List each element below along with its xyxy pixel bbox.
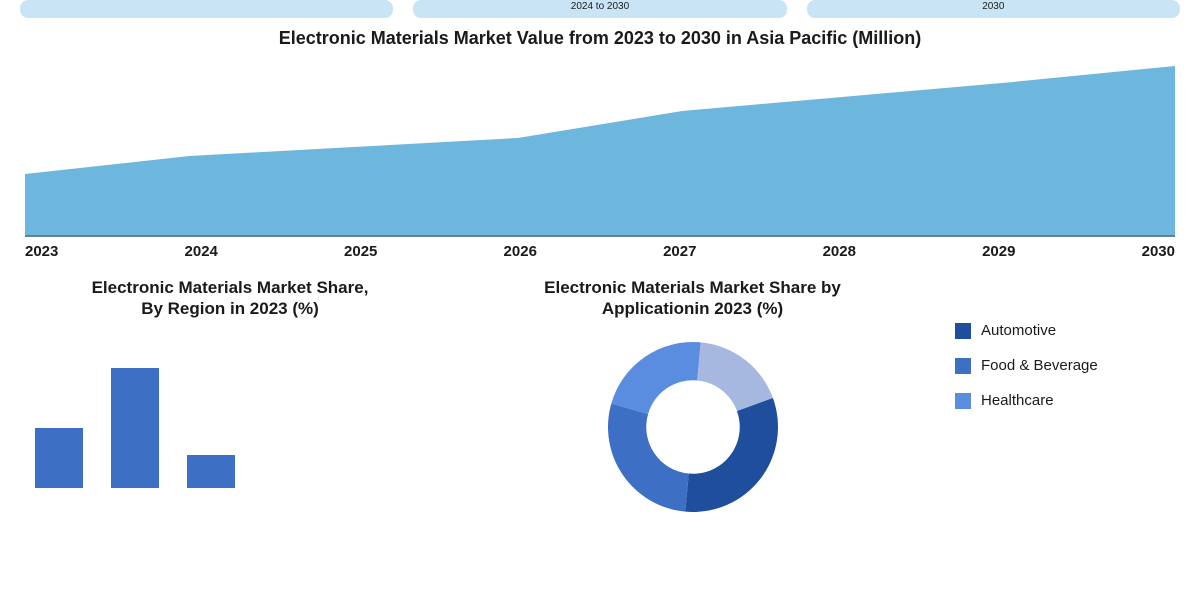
- legend-item: Automotive: [955, 322, 1175, 339]
- area-chart-svg: [25, 57, 1175, 237]
- legend-swatch: [955, 393, 971, 409]
- legend-swatch: [955, 358, 971, 374]
- bar-chart-title: Electronic Materials Market Share, By Re…: [25, 277, 435, 320]
- area-x-labels: 2023 2024 2025 2026 2027 2028 2029 2030: [25, 237, 1175, 260]
- pill-2-text: 2024 to 2030: [571, 1, 629, 12]
- area-x-label: 2025: [344, 243, 377, 260]
- donut-chart-section: Electronic Materials Market Share by App…: [445, 277, 1175, 512]
- area-chart: 2023 2024 2025 2026 2027 2028 2029 2030: [25, 57, 1175, 267]
- pill-1: [20, 0, 393, 18]
- donut-slice: [685, 397, 778, 511]
- bar-chart: [25, 338, 435, 488]
- area-fill: [25, 66, 1175, 237]
- area-x-label: 2023: [25, 243, 58, 260]
- bar: [111, 368, 159, 488]
- donut-title-line2: Applicationin 2023 (%): [602, 299, 783, 318]
- area-x-label: 2024: [185, 243, 218, 260]
- donut-chart: [583, 332, 803, 512]
- legend-label: Food & Beverage: [981, 357, 1098, 374]
- legend-item: Healthcare: [955, 392, 1175, 409]
- bar-title-line1: Electronic Materials Market Share,: [92, 278, 369, 297]
- pill-3: 2030: [807, 0, 1180, 18]
- area-x-label: 2027: [663, 243, 696, 260]
- pill-2: 2024 to 2030: [413, 0, 786, 18]
- bar-chart-section: Electronic Materials Market Share, By Re…: [25, 277, 435, 512]
- legend-item: Food & Beverage: [955, 357, 1175, 374]
- area-x-label: 2026: [504, 243, 537, 260]
- area-x-label: 2028: [823, 243, 856, 260]
- area-chart-title: Electronic Materials Market Value from 2…: [25, 28, 1175, 49]
- bar: [35, 428, 83, 488]
- bottom-row: Electronic Materials Market Share, By Re…: [0, 267, 1200, 512]
- area-x-label: 2030: [1142, 243, 1175, 260]
- donut-slice: [611, 342, 700, 414]
- area-chart-section: Electronic Materials Market Value from 2…: [0, 18, 1200, 267]
- legend-label: Automotive: [981, 322, 1056, 339]
- area-x-label: 2029: [982, 243, 1015, 260]
- bar-title-line2: By Region in 2023 (%): [141, 299, 319, 318]
- legend-swatch: [955, 323, 971, 339]
- donut-slice: [608, 403, 689, 511]
- top-pill-row: 2024 to 2030 2030: [0, 0, 1200, 18]
- bar: [187, 455, 235, 488]
- donut-legend: Automotive Food & Beverage Healthcare: [955, 277, 1175, 409]
- pill-3-text: 2030: [982, 1, 1004, 12]
- donut-chart-title: Electronic Materials Market Share by App…: [445, 277, 940, 320]
- legend-label: Healthcare: [981, 392, 1054, 409]
- donut-slice: [697, 342, 773, 411]
- donut-title-line1: Electronic Materials Market Share by: [544, 278, 841, 297]
